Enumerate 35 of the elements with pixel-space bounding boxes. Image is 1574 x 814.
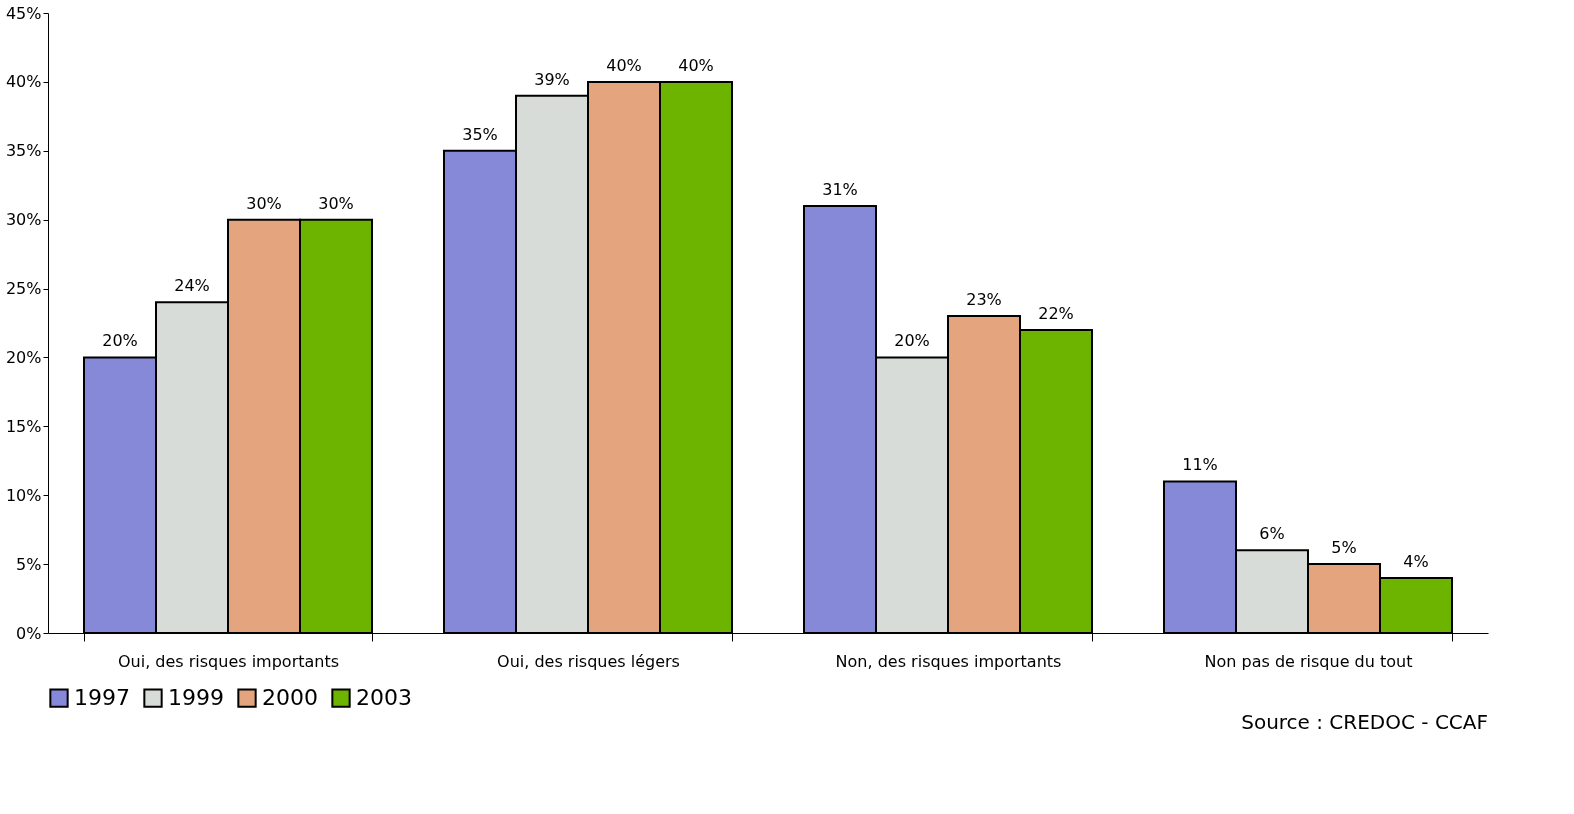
x-tick-label: Non pas de risque du tout (1204, 651, 1413, 671)
data-label: 30% (246, 193, 282, 213)
x-tick-label: Non, des risques importants (835, 651, 1062, 671)
legend-label: 1999 (168, 685, 224, 711)
legend-label: 2000 (262, 685, 318, 711)
y-tick-label: 15% (5, 416, 42, 436)
source-note: Source : CREDOC - CCAF (1241, 710, 1488, 734)
y-tick-label: 20% (5, 347, 42, 367)
data-label: 22% (1038, 303, 1074, 323)
legend-label: 2003 (356, 685, 412, 711)
data-label: 20% (102, 331, 138, 351)
data-label: 20% (894, 331, 930, 351)
x-tick-label: Oui, des risques légers (497, 651, 680, 671)
data-label: 31% (822, 179, 858, 199)
data-label: 11% (1182, 455, 1218, 475)
data-label: 30% (318, 193, 354, 213)
legend-label: 1997 (74, 685, 130, 711)
y-tick-label: 0% (16, 623, 42, 643)
y-tick-label: 45% (5, 3, 42, 23)
data-label: 35% (462, 124, 498, 144)
y-tick-label: 10% (5, 485, 42, 505)
data-label: 4% (1403, 551, 1429, 571)
data-label: 40% (606, 55, 642, 75)
data-label: 39% (534, 69, 570, 89)
data-label: 40% (678, 55, 714, 75)
y-tick-label: 40% (5, 72, 42, 92)
data-label: 23% (966, 290, 1002, 310)
x-tick-label: Oui, des risques importants (117, 651, 340, 671)
y-tick-label: 35% (5, 141, 42, 161)
data-label: 6% (1259, 524, 1285, 544)
data-label: 24% (174, 276, 210, 296)
y-tick-label: 30% (5, 210, 42, 230)
data-label: 5% (1331, 538, 1357, 558)
y-tick-label: 25% (5, 279, 42, 299)
y-tick-label: 5% (16, 554, 42, 574)
